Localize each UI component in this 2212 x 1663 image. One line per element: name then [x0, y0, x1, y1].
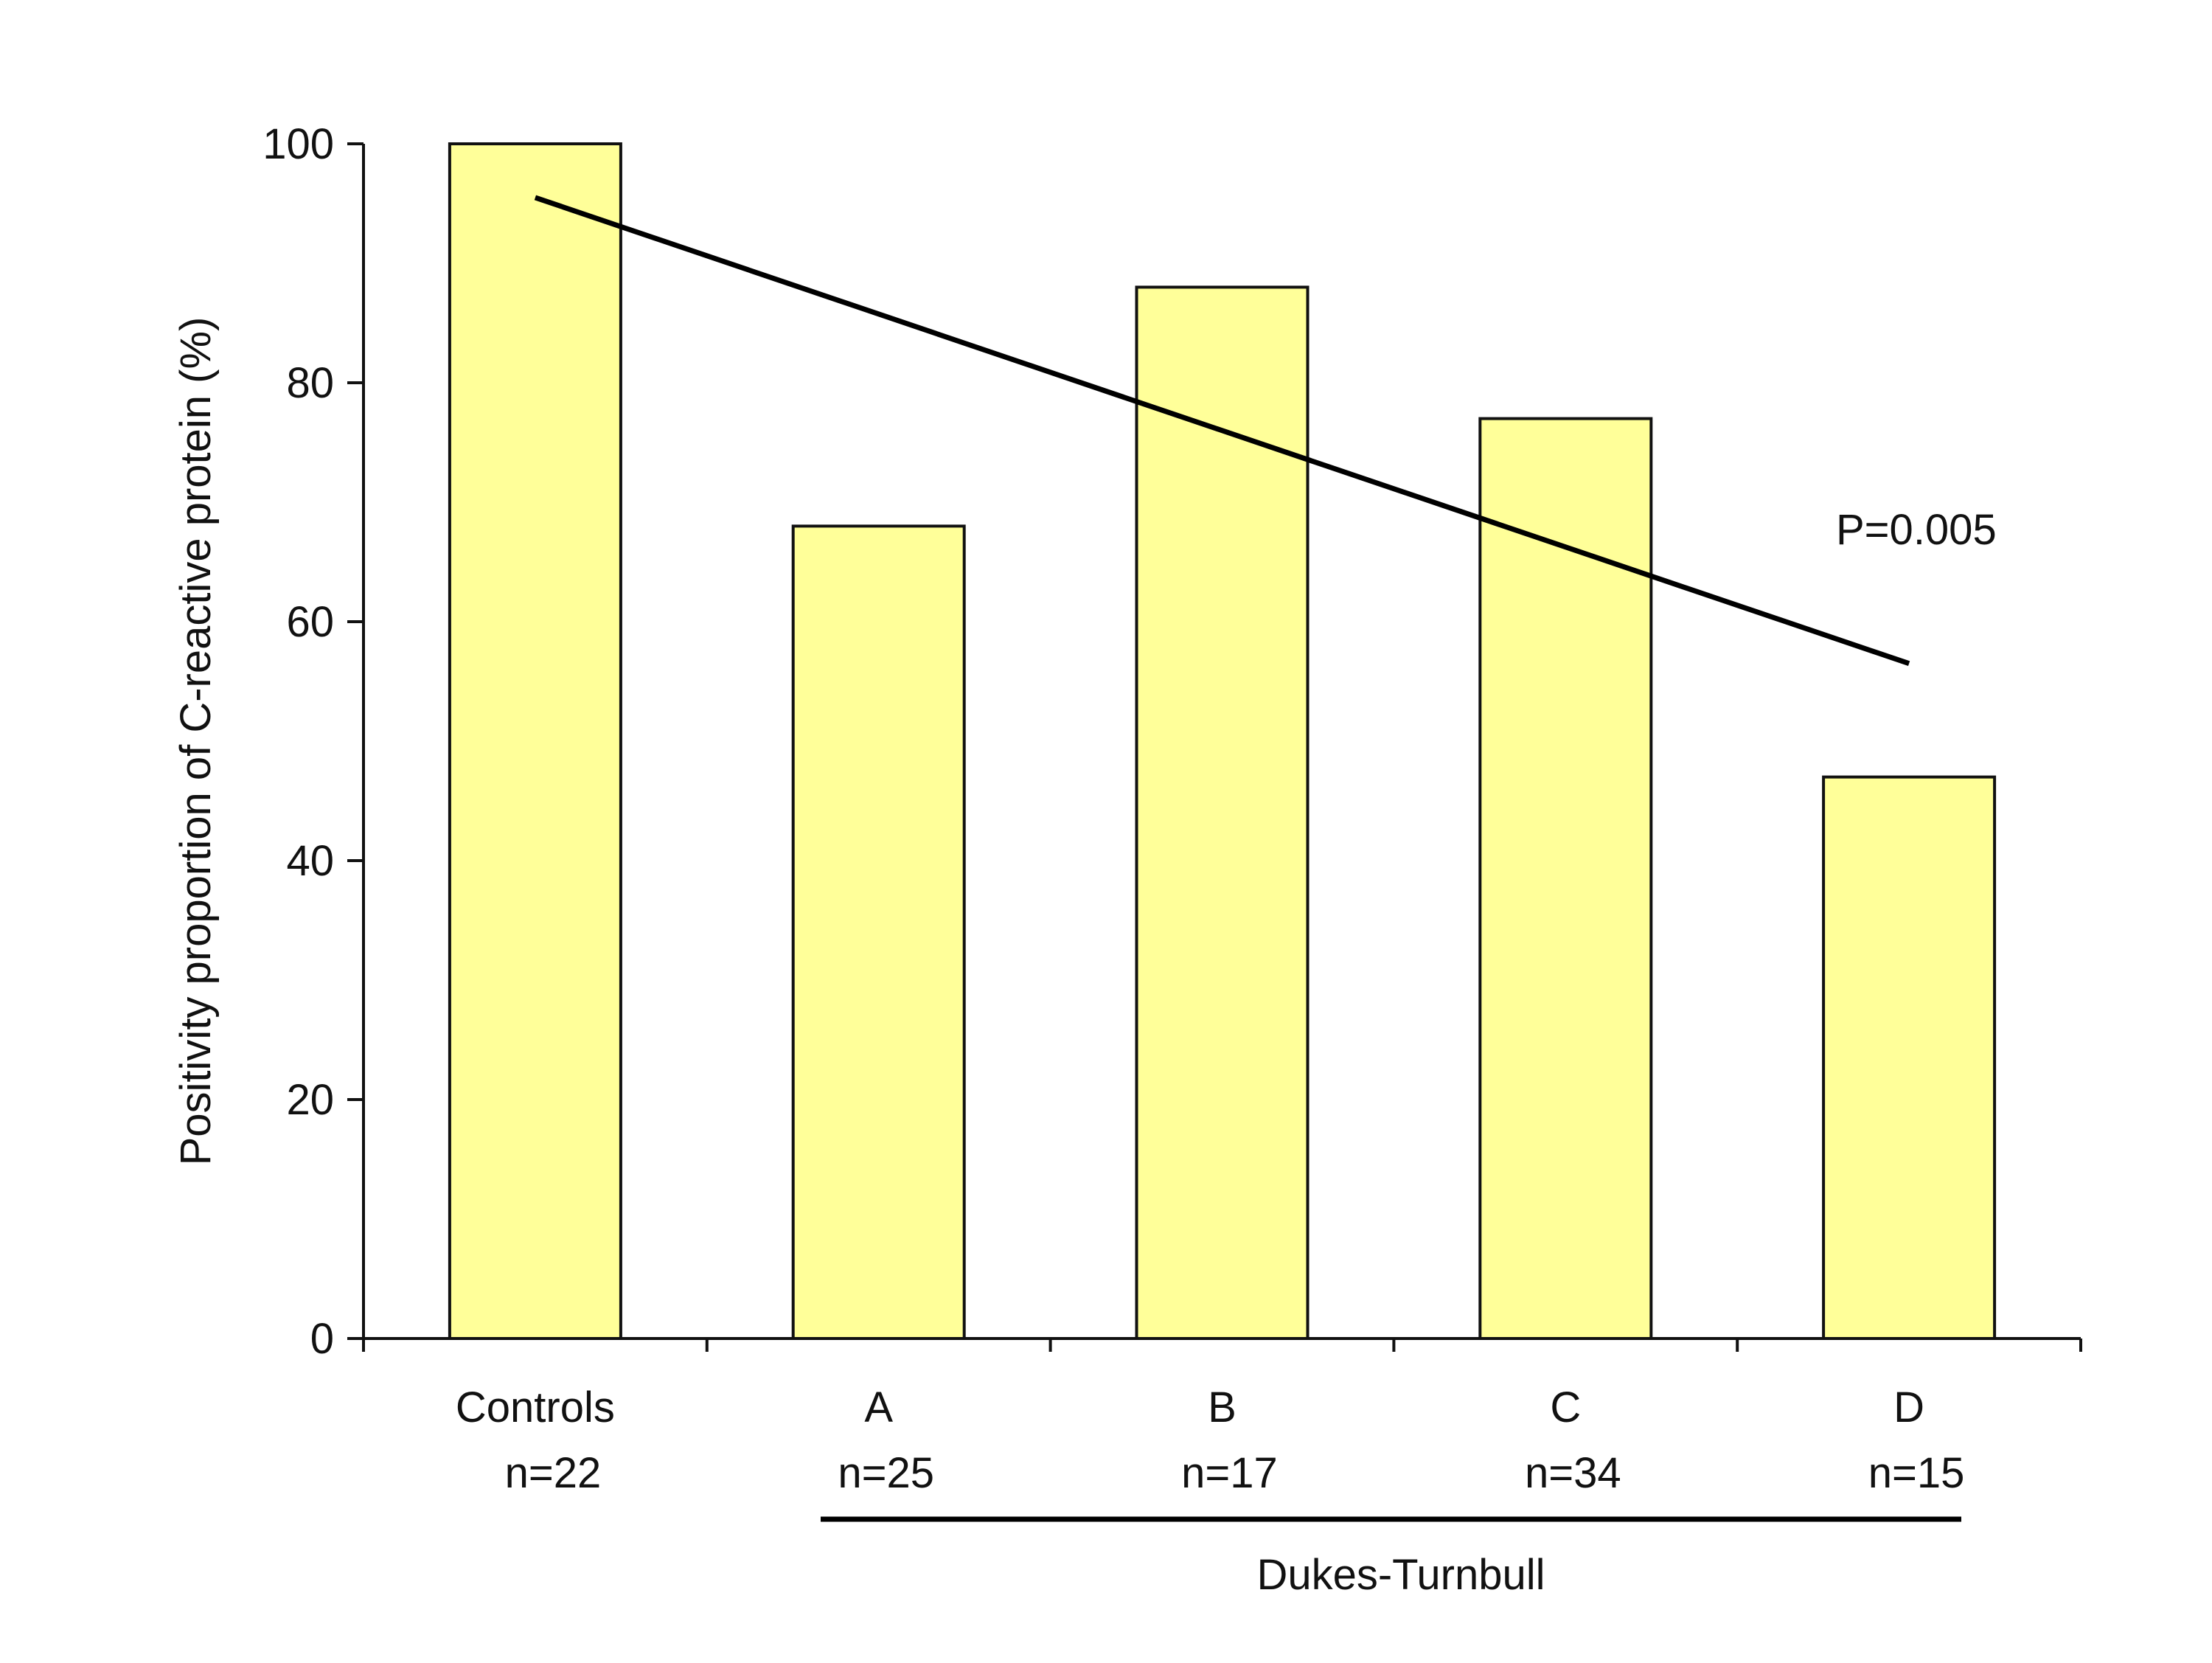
x-tick-label: D: [1893, 1383, 1924, 1431]
p-value-annotation: P=0.005: [1836, 506, 1997, 554]
y-tick-label: 20: [286, 1076, 334, 1124]
x-tick-label: A: [864, 1383, 893, 1431]
x-tick-label: C: [1550, 1383, 1581, 1431]
bar-b: [1135, 285, 1310, 1340]
labels-layer: 0 20 40 60 80 100 Controls n=22 An=25 Bn=17 Cn=34 D…: [262, 120, 1964, 1497]
y-tick-label: 0: [310, 1315, 334, 1363]
x-tick-label: B: [1208, 1383, 1237, 1431]
y-tick-label: 100: [262, 120, 334, 168]
bar-controls: [448, 142, 622, 1340]
x-tick-label: Controls: [456, 1383, 615, 1431]
y-tick-label: 60: [286, 598, 334, 646]
bar-c: [1478, 417, 1653, 1340]
ticks-layer: [347, 142, 2082, 1352]
bar-d: [1822, 775, 1997, 1340]
bar-a: [791, 524, 966, 1340]
x-sample-size-label: n=34: [1525, 1449, 1621, 1497]
trend-line: [534, 195, 1910, 667]
y-axis-label: Positivity proportion of C-reactive prot…: [172, 317, 220, 1166]
x-sample-size-label: n=25: [838, 1449, 934, 1497]
group-label: Dukes-Turnbull: [1256, 1551, 1545, 1599]
x-sample-size-label: n=15: [1868, 1449, 1965, 1497]
axes-layer: [362, 144, 2081, 1340]
x-sample-size-label: n=17: [1181, 1449, 1278, 1497]
y-tick-label: 40: [286, 837, 334, 885]
y-tick-label: 80: [286, 359, 334, 407]
x-sample-size-label: n=22: [505, 1449, 602, 1497]
bars-layer: [448, 142, 1997, 1340]
